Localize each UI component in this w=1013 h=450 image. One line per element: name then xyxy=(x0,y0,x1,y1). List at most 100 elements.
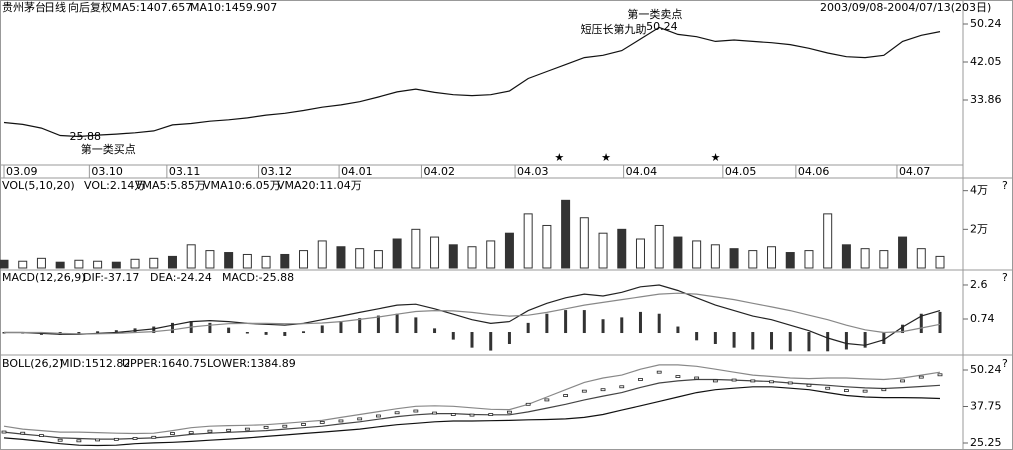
price-tick xyxy=(806,383,812,387)
indicator-label: MA5:1407.657 xyxy=(112,1,192,14)
price-tick xyxy=(338,419,344,423)
macd-bar xyxy=(395,313,399,334)
x-tick-label: 04.01 xyxy=(341,165,373,178)
macd-bar xyxy=(451,332,455,340)
series-line xyxy=(3,386,941,447)
macd-bar xyxy=(302,331,306,334)
macd-bar xyxy=(657,313,661,334)
volume-bar xyxy=(804,250,814,269)
macd-bar xyxy=(844,332,848,350)
price-tick xyxy=(844,389,849,392)
price-tick xyxy=(394,411,400,415)
volume-bar xyxy=(336,246,346,269)
volume-bar xyxy=(299,250,309,269)
macd-bar xyxy=(863,332,867,348)
indicator-label: VOL(5,10,20) xyxy=(2,179,75,192)
price-tick xyxy=(563,394,568,397)
indicator-label: MACD:-25.88 xyxy=(222,271,294,284)
price-tick xyxy=(263,425,269,429)
macd-bar xyxy=(152,326,156,334)
volume-bar xyxy=(542,224,552,269)
price-tick xyxy=(750,379,756,383)
x-tick-label: 04.05 xyxy=(725,165,757,178)
y-tick-label: 2万 xyxy=(970,222,988,235)
volume-bar xyxy=(523,213,533,269)
indicator-label: VOL:2.14万 xyxy=(84,179,145,192)
volume-bar xyxy=(935,255,945,269)
price-tick xyxy=(1,430,7,434)
macd-bar xyxy=(938,311,942,334)
volume-bar xyxy=(280,253,290,269)
series-line xyxy=(4,292,941,335)
volume-bar xyxy=(767,246,777,269)
price-tick xyxy=(170,432,175,435)
price-tick xyxy=(413,409,419,413)
volume-bar xyxy=(392,238,402,269)
macd-bar xyxy=(882,332,886,344)
indicator-label: 贵州茅台 xyxy=(2,0,46,14)
price-tick xyxy=(244,427,250,431)
y-tick-label: 50.24 xyxy=(970,363,1002,376)
volume-bar xyxy=(0,259,9,269)
y-tick-label: 42.05 xyxy=(970,55,1002,68)
annotation: 25.88 xyxy=(70,130,102,143)
price-tick xyxy=(151,435,157,439)
macd-bar xyxy=(339,321,343,334)
volume-bar xyxy=(898,236,908,269)
volume-bar xyxy=(36,257,46,269)
price-tick xyxy=(57,438,63,442)
price-tick xyxy=(525,402,531,406)
volume-bar xyxy=(710,244,720,269)
macd-bar xyxy=(676,326,680,334)
macd-bar xyxy=(564,310,568,334)
volume-bar xyxy=(561,199,571,269)
price-tick xyxy=(375,414,381,418)
macd-bar xyxy=(320,325,324,334)
macd-bar xyxy=(526,322,530,334)
volume-bar xyxy=(261,255,271,269)
volume-bar xyxy=(205,250,215,269)
volume-bar xyxy=(654,224,664,269)
price-tick xyxy=(432,411,437,415)
annotation: 第一类买点 xyxy=(81,142,136,156)
price-tick xyxy=(188,431,194,435)
volume-bar xyxy=(55,261,65,269)
price-tick xyxy=(600,388,606,392)
macd-bar xyxy=(283,332,287,336)
volume-bar xyxy=(149,257,159,269)
price-tick xyxy=(638,378,643,381)
price-tick xyxy=(207,429,213,433)
y-tick-label: 4万 xyxy=(970,184,988,197)
price-tick xyxy=(881,388,887,392)
volume-bar xyxy=(823,213,833,269)
x-tick-label: 04.03 xyxy=(517,165,549,178)
volume-bar xyxy=(504,232,514,269)
volume-bar xyxy=(411,228,421,269)
price-tick xyxy=(301,423,306,426)
series-line xyxy=(3,26,941,138)
macd-bar xyxy=(376,315,380,334)
x-tick-label: 03.09 xyxy=(6,165,38,178)
macd-bar xyxy=(358,318,362,334)
x-tick-label: 03.11 xyxy=(169,165,201,178)
macd-bar xyxy=(433,328,437,334)
volume-bar xyxy=(785,252,795,269)
price-tick xyxy=(95,438,100,442)
price-tick xyxy=(825,386,831,390)
annotation: 短压长第九助 xyxy=(581,22,647,36)
help-mark: ? xyxy=(1002,179,1008,192)
volume-bar xyxy=(841,244,851,269)
price-tick xyxy=(731,378,737,382)
x-tick-label: 03.12 xyxy=(261,165,293,178)
price-tick xyxy=(675,375,681,378)
indicator-label: MID:1512.82 xyxy=(60,357,130,370)
y-tick-label: 50.24 xyxy=(970,17,1002,30)
x-tick-label: 03.10 xyxy=(91,165,123,178)
macd-bar xyxy=(807,332,811,352)
volume-bar xyxy=(373,250,383,269)
price-tick xyxy=(450,413,456,416)
y-tick-label: 2.6 xyxy=(970,278,988,291)
volume-bar xyxy=(916,248,926,269)
price-tick xyxy=(20,431,26,435)
